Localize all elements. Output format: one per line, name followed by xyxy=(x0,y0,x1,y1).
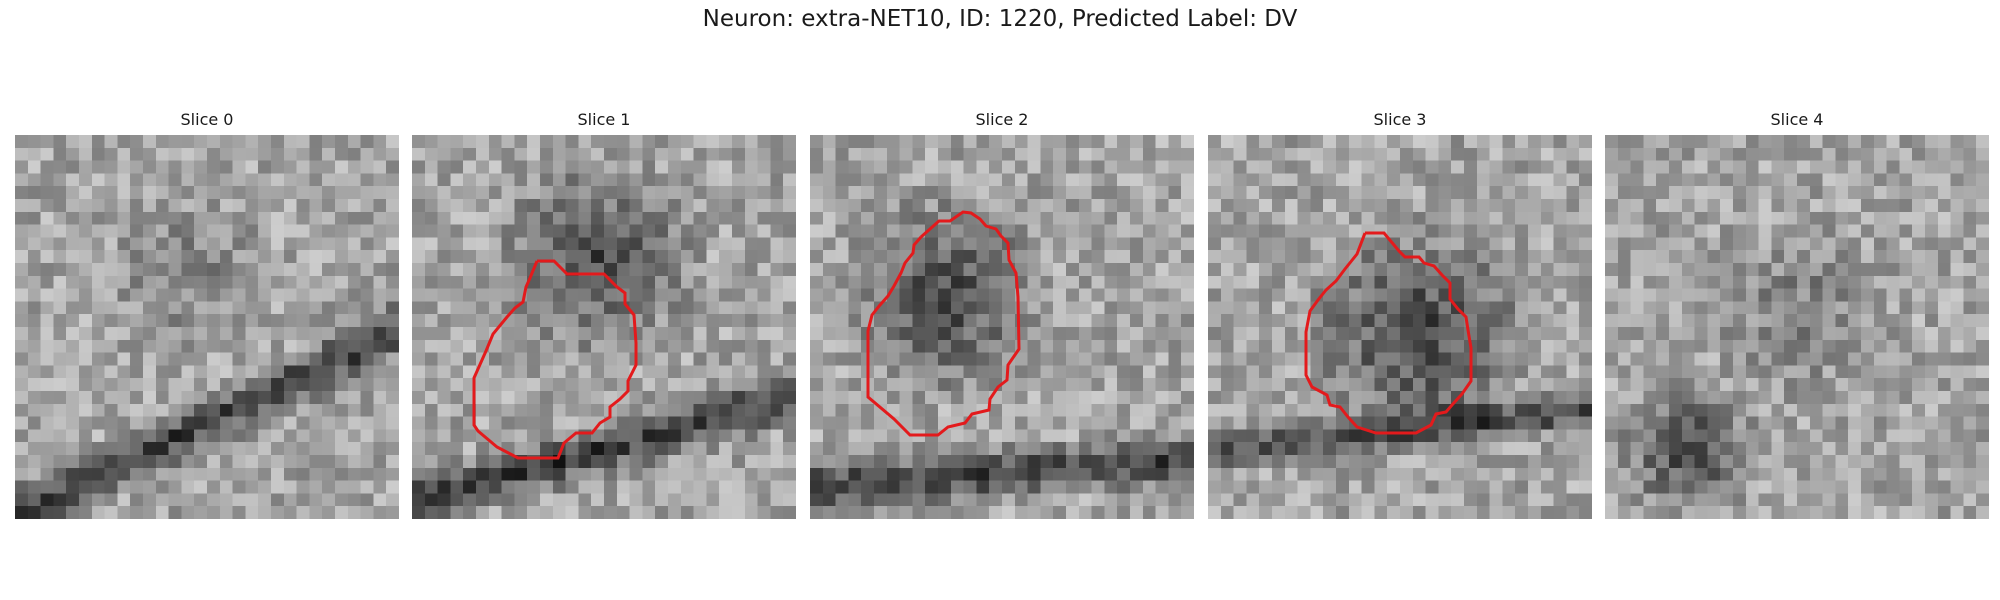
slice-title: Slice 4 xyxy=(1770,110,1824,129)
grayscale-slice-image xyxy=(810,135,1194,519)
slice-panel-1: Slice 1 xyxy=(412,110,796,519)
slice-image-frame xyxy=(810,135,1194,519)
grayscale-slice-image xyxy=(412,135,796,519)
segmentation-contour xyxy=(472,259,638,460)
slice-panel-0: Slice 0 xyxy=(15,110,399,519)
slice-panel-2: Slice 2 xyxy=(810,110,1194,519)
slice-title: Slice 1 xyxy=(577,110,631,129)
figure-title: Neuron: extra-NET10, ID: 1220, Predicted… xyxy=(702,6,1298,32)
grayscale-slice-image xyxy=(15,135,399,519)
slice-title: Slice 3 xyxy=(1373,110,1427,129)
contour-line xyxy=(866,210,1021,437)
slice-image-frame xyxy=(15,135,399,519)
contour-line xyxy=(472,259,638,460)
grayscale-slice-image xyxy=(1605,135,1989,519)
slice-panel-4: Slice 4 xyxy=(1605,110,1989,519)
contour-line xyxy=(1304,231,1473,435)
slice-title: Slice 2 xyxy=(975,110,1029,129)
segmentation-contour xyxy=(1304,231,1473,435)
slice-image-frame xyxy=(412,135,796,519)
slice-title: Slice 0 xyxy=(180,110,234,129)
slice-image-frame xyxy=(1605,135,1989,519)
slice-image-frame xyxy=(1208,135,1592,519)
grayscale-slice-image xyxy=(1208,135,1592,519)
segmentation-contour xyxy=(866,210,1021,437)
slice-panel-3: Slice 3 xyxy=(1208,110,1592,519)
